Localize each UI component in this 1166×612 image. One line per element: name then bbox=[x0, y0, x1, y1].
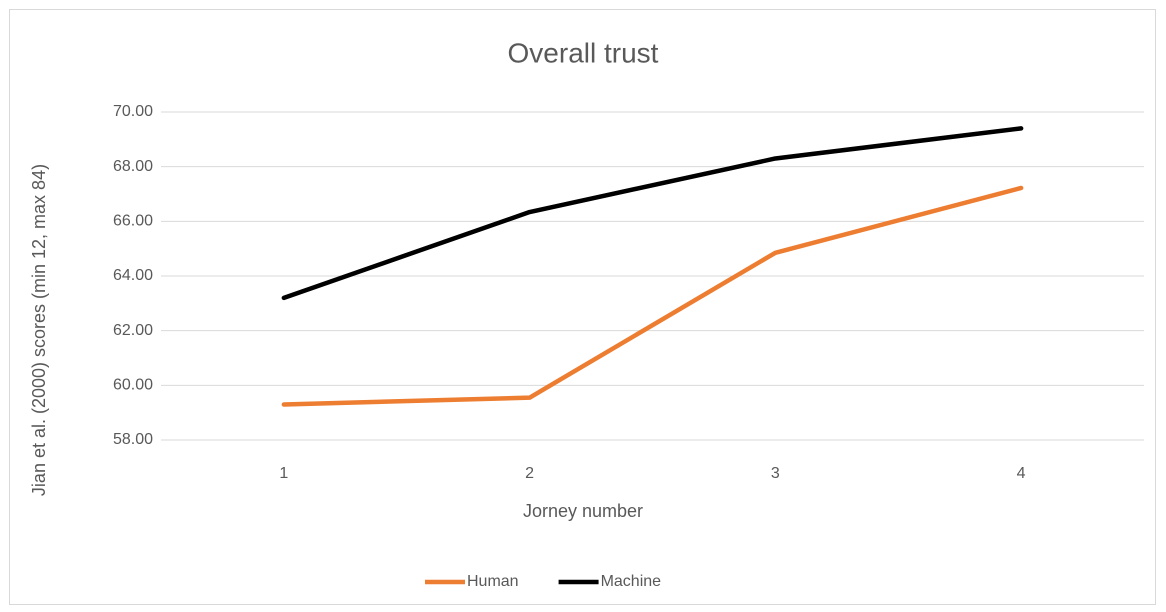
y-tick-label: 66.00 bbox=[113, 213, 153, 230]
x-axis-label: Jorney number bbox=[523, 501, 643, 521]
y-tick-label: 58.00 bbox=[113, 431, 153, 448]
y-tick-label: 64.00 bbox=[113, 267, 153, 284]
legend-label: Machine bbox=[601, 573, 662, 590]
x-tick-label: 3 bbox=[771, 465, 780, 482]
y-tick-label: 70.00 bbox=[113, 103, 153, 120]
chart-border bbox=[9, 9, 1156, 605]
line-series bbox=[281, 126, 1024, 301]
legend-label: Human bbox=[467, 573, 519, 590]
y-tick-label: 60.00 bbox=[113, 377, 153, 394]
x-tick-label: 1 bbox=[279, 465, 288, 482]
y-tick-label: 68.00 bbox=[113, 158, 153, 175]
x-tick-label: 4 bbox=[1017, 465, 1026, 482]
y-axis-label: Jian et al. (2000) scores (min 12, max 8… bbox=[29, 164, 49, 496]
line-series bbox=[281, 185, 1024, 407]
x-tick-label: 2 bbox=[525, 465, 534, 482]
chart-title: Overall trust bbox=[508, 37, 659, 68]
y-tick-label: 62.00 bbox=[113, 322, 153, 339]
